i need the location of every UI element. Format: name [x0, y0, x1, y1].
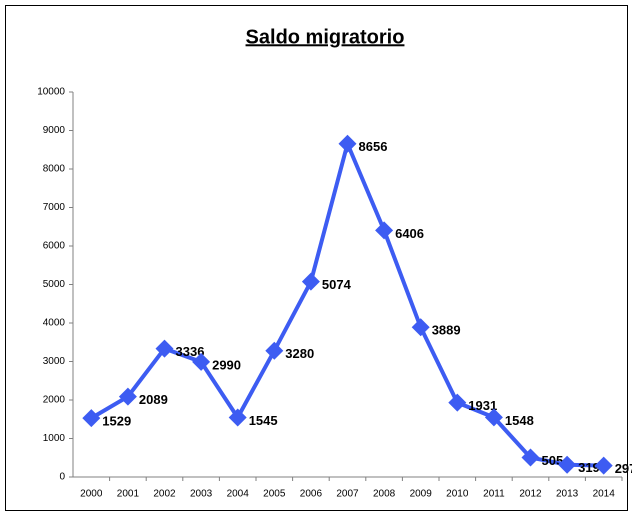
data-label: 3336	[176, 344, 205, 359]
data-label: 319	[578, 460, 600, 475]
x-tick-label: 2003	[190, 489, 213, 500]
x-tick-label: 2000	[80, 489, 103, 500]
y-tick-label: 3000	[43, 356, 66, 367]
marker	[155, 339, 174, 358]
y-tick-label: 8000	[43, 164, 66, 175]
x-tick-label: 2007	[336, 489, 359, 500]
data-label: 3889	[432, 323, 461, 338]
marker	[192, 352, 211, 371]
data-label: 5074	[322, 277, 352, 292]
y-tick-label: 4000	[43, 318, 66, 329]
marker	[448, 393, 467, 412]
data-label: 1548	[505, 413, 534, 428]
data-label: 6406	[395, 226, 424, 241]
y-tick-label: 0	[59, 472, 65, 483]
x-tick-label: 2006	[300, 489, 323, 500]
x-tick-label: 2011	[483, 489, 505, 500]
x-tick-label: 2013	[556, 489, 579, 500]
marker	[228, 408, 247, 427]
marker	[265, 341, 284, 360]
x-tick-label: 2008	[373, 489, 396, 500]
marker	[301, 272, 320, 291]
y-tick-label: 6000	[43, 241, 66, 252]
x-tick-label: 2010	[446, 489, 469, 500]
marker	[521, 448, 540, 467]
x-tick-label: 2004	[227, 489, 250, 500]
marker	[82, 409, 101, 428]
y-tick-label: 10000	[37, 87, 65, 98]
marker	[411, 318, 430, 337]
data-label: 1529	[102, 414, 131, 429]
x-tick-label: 2009	[410, 489, 433, 500]
marker	[118, 387, 137, 406]
marker	[594, 456, 613, 475]
data-label: 1931	[468, 398, 497, 413]
y-tick-label: 9000	[43, 125, 66, 136]
chart-title: Saldo migratorio	[246, 26, 405, 48]
y-tick-label: 7000	[43, 202, 66, 213]
x-tick-label: 2002	[153, 489, 176, 500]
data-label: 3280	[285, 346, 314, 361]
data-label: 297	[615, 461, 632, 476]
y-tick-label: 2000	[43, 395, 66, 406]
y-tick-label: 5000	[43, 279, 66, 290]
x-tick-label: 2012	[519, 489, 542, 500]
data-label: 8656	[359, 139, 388, 154]
marker	[558, 455, 577, 474]
marker	[338, 134, 357, 153]
x-tick-label: 2005	[263, 489, 286, 500]
marker	[375, 221, 394, 240]
data-label: 2990	[212, 357, 241, 372]
data-label: 2089	[139, 392, 168, 407]
y-tick-label: 1000	[43, 433, 66, 444]
marker	[484, 408, 503, 427]
x-tick-label: 2001	[117, 489, 140, 500]
x-tick-label: 2014	[593, 489, 616, 500]
data-label: 1545	[249, 413, 278, 428]
data-label: 505	[542, 453, 564, 468]
